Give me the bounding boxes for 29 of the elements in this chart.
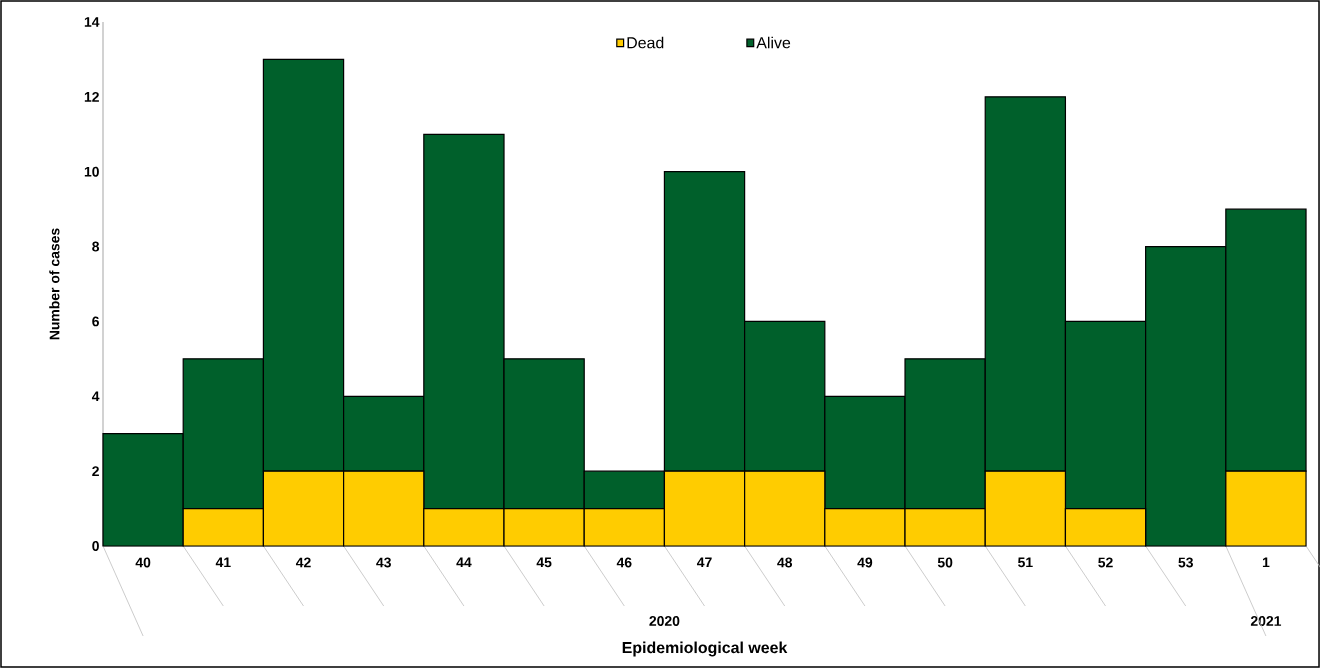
x-tick-label: 53: [1178, 557, 1193, 568]
x-tick-label: 44: [456, 557, 472, 568]
legend-label: Alive: [756, 36, 791, 49]
y-tick-label: 4: [91, 391, 100, 402]
legend-label: Dead: [627, 36, 664, 49]
x-tick-label: 47: [696, 557, 712, 568]
text: 2021: [1250, 616, 1282, 626]
text: 2020: [649, 616, 680, 626]
x-tick-label: 45: [536, 557, 552, 568]
x-tick-label: 46: [616, 557, 632, 568]
x-axis-title: Epidemiological week: [622, 641, 788, 657]
y-axis-title: Number of cases: [49, 228, 60, 340]
y-tick-label: 8: [92, 241, 100, 252]
x-tick-label: 43: [376, 557, 391, 568]
x-tick-label: 1: [1262, 557, 1270, 568]
y-tick-label: 0: [92, 541, 99, 551]
y-tick-label: 10: [84, 166, 99, 177]
y-tick-label: 14: [84, 17, 100, 27]
x-tick-label: 41: [215, 557, 231, 568]
x-tick-label: 49: [857, 557, 873, 568]
y-tick-label: 6: [92, 316, 99, 327]
y-tick-label: 2: [92, 466, 99, 477]
x-tick-label: 48: [777, 557, 793, 568]
y-tick-label: 12: [84, 91, 99, 102]
x-tick-label: 52: [1098, 557, 1113, 568]
x-tick-label: 50: [937, 557, 953, 568]
x-tick-label: 42: [295, 557, 311, 568]
x-tick-label: 40: [135, 557, 151, 568]
x-tick-label: 51: [1017, 557, 1033, 568]
